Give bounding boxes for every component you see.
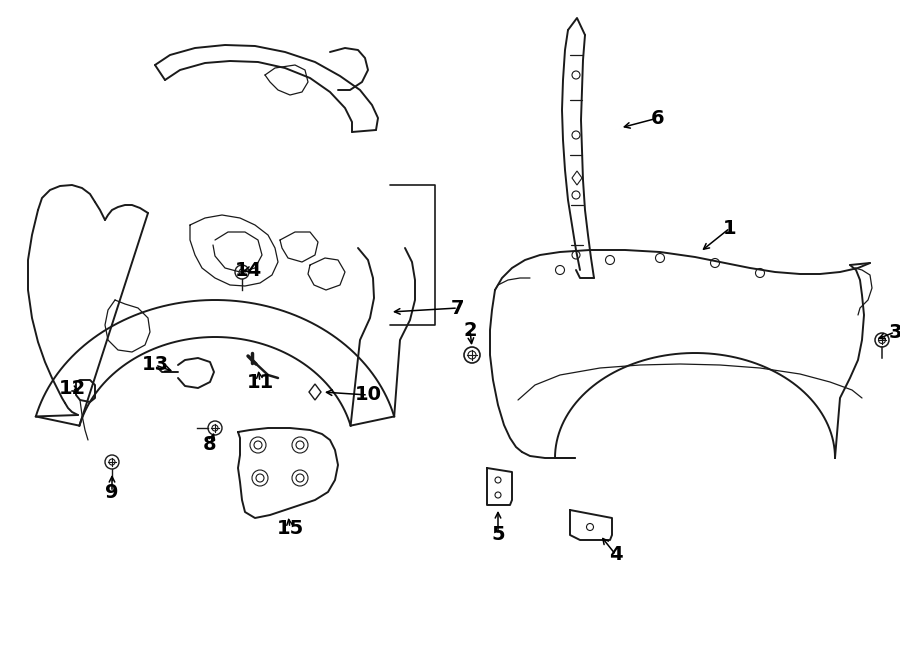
Text: 5: 5 — [491, 526, 505, 545]
Text: 12: 12 — [58, 379, 86, 397]
Text: 8: 8 — [203, 436, 217, 455]
Text: 7: 7 — [451, 299, 464, 318]
Text: 1: 1 — [724, 218, 737, 238]
Text: 10: 10 — [355, 385, 382, 404]
Text: 15: 15 — [276, 518, 303, 538]
Text: 6: 6 — [652, 109, 665, 128]
Text: 2: 2 — [464, 320, 477, 340]
Text: 3: 3 — [888, 322, 900, 342]
Text: 11: 11 — [247, 373, 274, 391]
Text: 4: 4 — [609, 545, 623, 565]
Text: 13: 13 — [141, 355, 168, 375]
Text: 9: 9 — [105, 483, 119, 502]
Text: 14: 14 — [234, 261, 262, 279]
